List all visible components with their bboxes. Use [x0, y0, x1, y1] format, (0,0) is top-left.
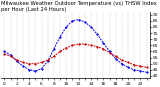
Text: Milwaukee Weather Outdoor Temperature (vs) THSW Index per Hour (Last 24 Hours): Milwaukee Weather Outdoor Temperature (v… [1, 1, 157, 12]
